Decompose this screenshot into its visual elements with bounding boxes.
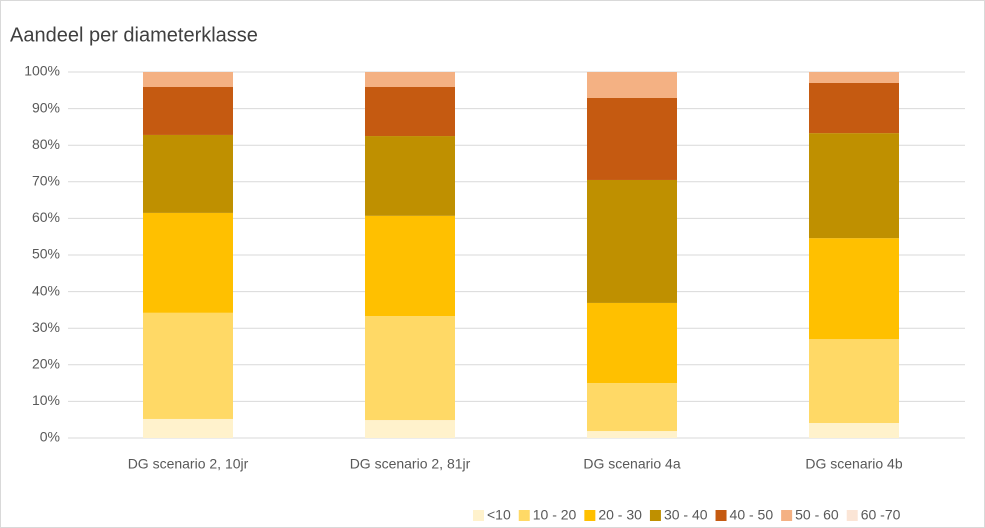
y-tick-label: 0% <box>40 429 60 445</box>
bar-segment <box>809 238 899 340</box>
bar-segment <box>809 339 899 423</box>
bar-segment <box>143 134 233 213</box>
legend-swatch <box>649 510 661 521</box>
legend-label: 20 - 30 <box>598 507 642 523</box>
bar-segment <box>587 302 677 384</box>
bar-segment <box>365 72 455 88</box>
bar-segment <box>143 418 233 438</box>
y-tick-label: 50% <box>32 246 60 262</box>
bar-segment <box>143 72 233 88</box>
bar-segment <box>587 97 677 180</box>
bar-segment <box>587 431 677 438</box>
legend-swatch <box>781 510 793 521</box>
legend-swatch <box>584 510 596 521</box>
bar-segment <box>365 420 455 438</box>
y-tick-label: 90% <box>32 99 60 115</box>
legend-label: 10 - 20 <box>533 507 577 523</box>
bar-segment <box>143 312 233 419</box>
bar-segment <box>809 422 899 438</box>
bar-segment <box>365 215 455 317</box>
x-tick-label: DG scenario 2, 81jr <box>350 456 471 472</box>
chart-title: Aandeel per diameterklasse <box>10 24 258 46</box>
legend-label: 40 - 50 <box>730 507 774 523</box>
legend-swatch <box>473 510 484 521</box>
bar-segment <box>809 72 899 83</box>
bar-segment <box>809 133 899 239</box>
x-tick-label: DG scenario 2, 10jr <box>128 456 249 472</box>
y-tick-label: 10% <box>32 392 60 408</box>
bar-segment <box>365 87 455 137</box>
bar-segment <box>587 72 677 98</box>
legend-label: 60 -70 <box>861 507 901 523</box>
y-tick-label: 60% <box>32 209 60 225</box>
y-tick-label: 80% <box>32 136 60 152</box>
legend-swatch <box>518 510 530 521</box>
bar-segment <box>809 82 899 134</box>
bar-segment <box>143 212 233 313</box>
bar-segment <box>587 383 677 432</box>
bar-segment <box>143 87 233 135</box>
y-tick-label: 40% <box>32 282 60 298</box>
legend-label: 30 - 40 <box>664 507 708 523</box>
y-tick-label: 20% <box>32 356 60 372</box>
legend-swatch <box>846 510 858 521</box>
bar-segment <box>587 179 677 303</box>
y-tick-label: 30% <box>32 319 60 335</box>
legend-swatch <box>715 510 727 521</box>
legend-label: 50 - 60 <box>795 507 839 523</box>
legend-label: <10 <box>487 507 511 523</box>
y-tick-label: 100% <box>24 63 60 79</box>
x-tick-label: DG scenario 4b <box>805 456 902 472</box>
bar-segment <box>365 316 455 421</box>
y-tick-label: 70% <box>32 173 60 189</box>
x-tick-label: DG scenario 4a <box>583 456 680 472</box>
bar-segment <box>365 136 455 216</box>
